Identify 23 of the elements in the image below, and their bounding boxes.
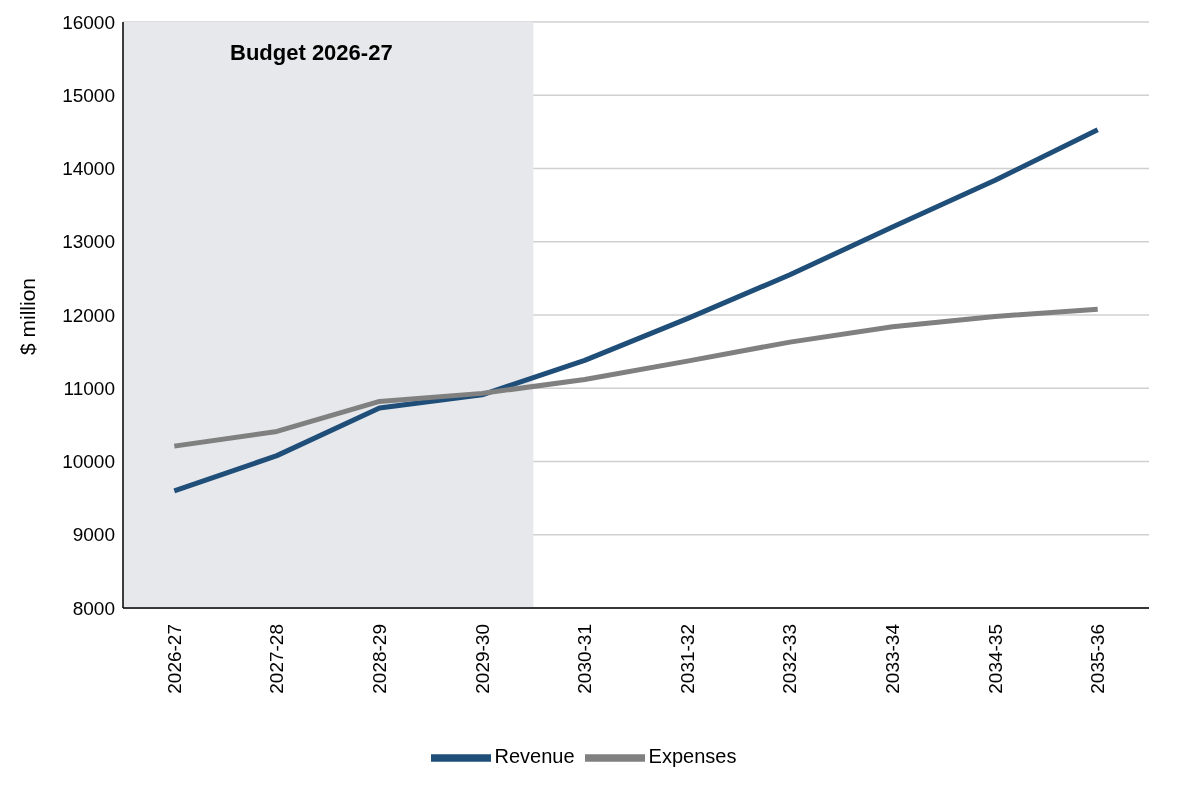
legend-label: Expenses: [648, 745, 737, 768]
x-tick-label: 2029-30: [471, 624, 493, 694]
x-tick-label: 2028-29: [369, 624, 390, 694]
y-tick-label: 11000: [63, 377, 115, 399]
x-tick-label: 2033-34: [882, 623, 903, 694]
x-tick-label: 2035-36: [1087, 624, 1109, 694]
y-tick-label: 16000: [62, 11, 115, 33]
x-tick-label: 2030-31: [574, 624, 596, 694]
band-label: Budget 2026-27: [230, 39, 393, 65]
y-tick-label: 9000: [72, 524, 115, 546]
x-tick-label: 2034-35: [984, 624, 1006, 694]
y-tick-label: 12000: [62, 304, 115, 326]
x-tick-label: 2032-33: [779, 624, 801, 694]
y-tick-label: 14000: [62, 158, 115, 180]
y-tick-label: 8000: [72, 597, 115, 619]
legend-label: Revenue: [494, 745, 575, 768]
x-tick-label: 2027-28: [266, 624, 288, 694]
y-tick-label: 15000: [62, 85, 115, 106]
y-tick-label: 10000: [62, 451, 115, 473]
x-tick-label: 2031-32: [676, 624, 698, 694]
x-tick-label: 2026-27: [163, 624, 185, 694]
y-tick-label: 13000: [62, 231, 115, 253]
y-axis-title: $ million: [16, 277, 40, 355]
